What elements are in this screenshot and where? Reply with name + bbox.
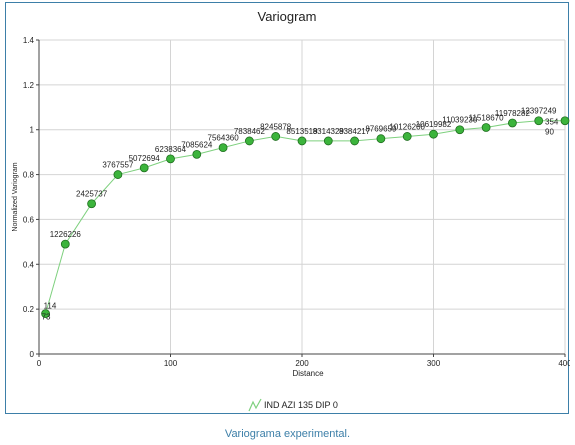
figure-caption: Variograma experimental. [224, 428, 351, 440]
pair-count-label: 1226226 [50, 230, 82, 239]
x-tick-label: 300 [427, 359, 441, 368]
series-line [45, 120, 565, 314]
x-tick-label: 100 [164, 359, 178, 368]
data-point [192, 149, 202, 159]
y-tick-label: 0 [30, 350, 35, 359]
y-tick-label: 0.4 [23, 260, 35, 269]
x-tick-label: 0 [37, 359, 42, 368]
data-point [376, 134, 386, 144]
pair-count-label: 8245878 [260, 122, 292, 131]
pair-count-label: 354 [545, 118, 559, 127]
y-tick-label: 1.2 [23, 81, 35, 90]
pair-count-label: 8769659 [365, 125, 397, 134]
data-point [271, 132, 281, 141]
data-point [218, 143, 228, 153]
pair-count-label: 8384217 [339, 127, 371, 136]
pair-count-label: 73 [42, 313, 51, 322]
data-point [534, 116, 544, 126]
pair-count-label: 11039230 [442, 116, 478, 125]
data-point [244, 136, 254, 146]
data-point [481, 123, 491, 132]
pair-count-label: 11518670 [469, 113, 505, 122]
pair-count-label: 7838462 [234, 127, 266, 136]
data-point [507, 118, 517, 128]
data-point [560, 116, 570, 126]
pair-count-label: 5072694 [129, 154, 161, 163]
data-point [139, 163, 149, 173]
pair-count-label: 10126200 [389, 122, 425, 131]
legend-line-icon [248, 398, 262, 412]
data-point [41, 309, 50, 319]
chart-title: Variogram [257, 9, 317, 24]
y-tick-label: 1 [30, 126, 35, 135]
data-point [350, 136, 360, 146]
chart-frame: Variogram 0 0.2 0.4 0.6 0.8 1 1.2 1.4 0 100 200 300… [5, 2, 570, 414]
data-point [166, 154, 175, 164]
pair-count-label: 10619982 [416, 120, 452, 129]
pair-count-label: 7085624 [181, 140, 213, 149]
data-point [113, 170, 123, 179]
pair-count-label: 7564360 [208, 134, 240, 143]
data-point [402, 132, 412, 141]
data-point [297, 136, 307, 146]
pair-count-label: 3767557 [102, 161, 134, 170]
data-point [87, 199, 96, 209]
pair-count-label: 6238364 [155, 145, 187, 154]
legend: IND AZI 135 DIP 0 [248, 398, 338, 412]
data-point [60, 239, 70, 249]
pair-count-label: 8314329 [313, 127, 345, 136]
variogram-plot: 0 0.2 0.4 0.6 0.8 1 1.2 1.4 0 100 200 300 400 Distanc… [12, 36, 570, 378]
pair-count-label: 2425737 [76, 190, 108, 199]
data-point [455, 125, 465, 135]
x-tick-label: 400 [558, 359, 570, 368]
y-axis-label: Normalized Variogram [12, 162, 19, 231]
y-tick-label: 0.6 [23, 215, 35, 224]
x-axis-label: Distance [292, 369, 324, 378]
x-tick-label: 200 [295, 359, 309, 368]
y-tick-label: 1.4 [23, 36, 35, 45]
y-tick-label: 0.2 [23, 305, 35, 314]
pair-count-label: 8513519 [286, 127, 318, 136]
y-tick-label: 0.8 [23, 171, 35, 180]
data-point [323, 136, 333, 146]
pair-count-label: 11978282 [495, 109, 531, 118]
pair-count-label: 90 [545, 128, 554, 137]
pair-count-label: 12397249 [521, 107, 557, 116]
data-point [429, 129, 438, 139]
pair-count-label: 114 [44, 302, 57, 311]
legend-label: IND AZI 135 DIP 0 [264, 400, 338, 410]
